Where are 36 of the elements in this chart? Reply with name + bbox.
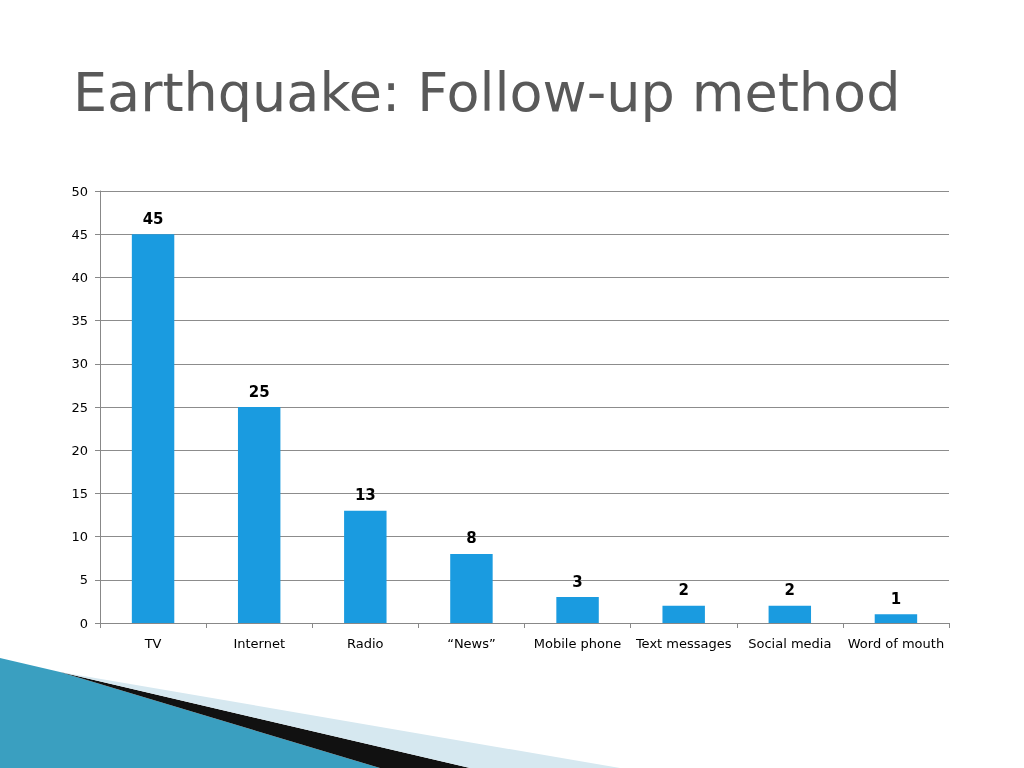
data-label: 45 xyxy=(142,209,164,228)
y-tick-label: 5 xyxy=(79,572,88,588)
x-tick-label: Word of mouth xyxy=(847,636,945,651)
y-tick-label: 10 xyxy=(71,529,88,545)
y-tick-label: 20 xyxy=(71,442,88,458)
data-label: 1 xyxy=(890,589,902,608)
data-label: 3 xyxy=(572,572,583,591)
y-tick-label: 15 xyxy=(71,485,88,501)
bar xyxy=(344,510,387,623)
bar xyxy=(556,597,599,623)
bar xyxy=(768,605,812,623)
x-tick-label: Radio xyxy=(347,636,384,651)
chart-title: Earthquake: Follow-up method xyxy=(73,60,901,124)
bar xyxy=(874,614,918,623)
bar xyxy=(450,553,493,623)
y-tick-label: 30 xyxy=(71,356,88,372)
x-tick-label: “News” xyxy=(447,636,496,651)
x-tick-label: Social media xyxy=(748,636,832,651)
x-tick-label: TV xyxy=(143,636,162,651)
x-tick-label: Internet xyxy=(233,636,285,651)
y-tick-label: 40 xyxy=(71,269,88,285)
x-tick-label: Text messages xyxy=(634,636,732,651)
y-tick-label: 45 xyxy=(71,226,88,242)
y-tick-label: 25 xyxy=(71,399,88,415)
y-tick-label: 35 xyxy=(71,313,88,329)
x-tick-label: Mobile phone xyxy=(533,636,622,651)
data-label: 8 xyxy=(466,529,477,548)
data-label: 2 xyxy=(784,581,796,600)
bar xyxy=(237,407,281,623)
data-label: 2 xyxy=(678,581,689,600)
y-tick-label: 0 xyxy=(79,615,88,631)
data-label: 25 xyxy=(248,382,270,401)
data-label: 13 xyxy=(354,486,376,505)
bar xyxy=(662,605,705,623)
y-tick-label: 50 xyxy=(71,183,88,199)
bar xyxy=(131,234,175,623)
